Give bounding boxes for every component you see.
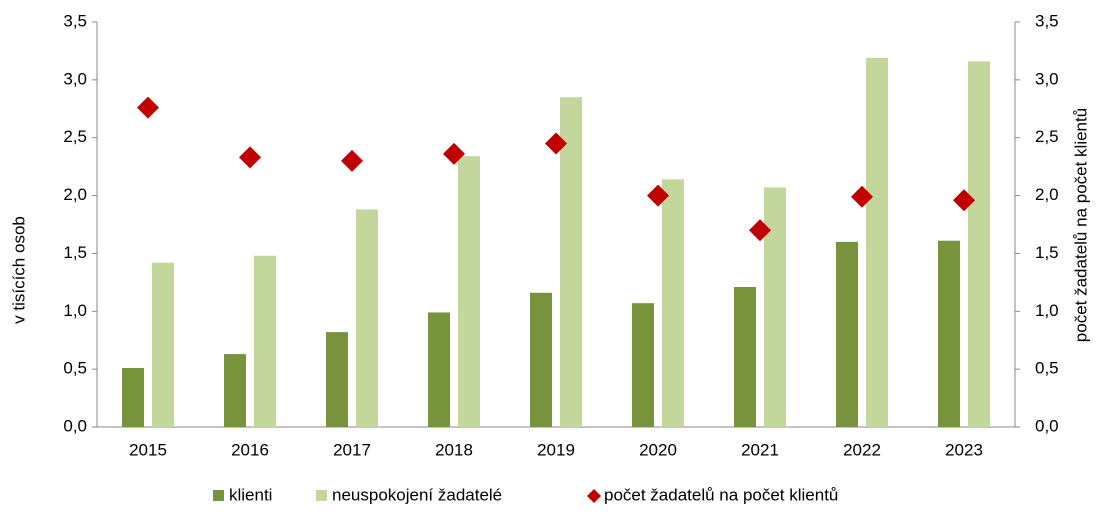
bar (866, 57, 888, 427)
y2-tick-label: 2,0 (1035, 185, 1059, 204)
legend-label: počet žadatelů na počet klientů (604, 485, 838, 504)
legend-label: klienti (229, 485, 272, 504)
y2-axis-label: počet žadatelů na počet klientů (1071, 108, 1090, 342)
bar (356, 209, 378, 427)
y-tick-label: 2,0 (63, 185, 87, 204)
diamond-marker (137, 96, 159, 119)
y-tick-label: 3,5 (63, 11, 87, 30)
bar (764, 187, 786, 427)
bar (968, 61, 990, 427)
x-tick-label: 2021 (741, 440, 779, 459)
legend-swatch (587, 489, 601, 503)
bar (530, 292, 552, 427)
x-tick-label: 2016 (231, 440, 269, 459)
x-tick-label: 2020 (639, 440, 677, 459)
bar (560, 97, 582, 427)
legend-swatch (213, 490, 224, 501)
bar (326, 332, 348, 427)
y-axis-label: v tisících osob (9, 216, 28, 324)
y-tick-label: 3,0 (63, 69, 87, 88)
bar (224, 354, 246, 427)
y2-tick-label: 1,0 (1035, 301, 1059, 320)
bar (836, 241, 858, 427)
y2-tick-label: 3,0 (1035, 69, 1059, 88)
diamond-marker (443, 142, 465, 165)
y2-tick-label: 3,5 (1035, 11, 1059, 30)
x-tick-label: 2018 (435, 440, 473, 459)
bar (428, 312, 450, 427)
y-tick-label: 0,5 (63, 359, 87, 378)
diamond-marker (239, 146, 261, 169)
y2-tick-label: 2,5 (1035, 127, 1059, 146)
y-tick-label: 2,5 (63, 127, 87, 146)
x-tick-label: 2023 (945, 440, 983, 459)
bar (254, 255, 276, 427)
y2-tick-label: 1,5 (1035, 243, 1059, 262)
x-tick-label: 2015 (129, 440, 167, 459)
bar (122, 367, 144, 427)
diamond-marker (545, 132, 567, 155)
diamond-marker (953, 189, 975, 212)
y-tick-label: 1,5 (63, 243, 87, 262)
bar (938, 240, 960, 427)
bar (632, 303, 654, 427)
bar (734, 286, 756, 427)
y2-tick-label: 0,5 (1035, 359, 1059, 378)
diamond-marker (851, 185, 873, 208)
bar (458, 156, 480, 427)
y2-tick-label: 0,0 (1035, 416, 1059, 435)
bar (152, 262, 174, 427)
bar (662, 179, 684, 427)
x-tick-label: 2017 (333, 440, 371, 459)
legend-swatch (316, 490, 327, 501)
x-tick-label: 2022 (843, 440, 881, 459)
legend-label: neuspokojení žadatelé (332, 485, 502, 504)
diamond-marker (341, 149, 363, 172)
y-tick-label: 1,0 (63, 301, 87, 320)
diamond-marker (749, 219, 771, 242)
y-tick-label: 0,0 (63, 416, 87, 435)
diamond-marker (647, 184, 669, 207)
x-tick-label: 2019 (537, 440, 575, 459)
